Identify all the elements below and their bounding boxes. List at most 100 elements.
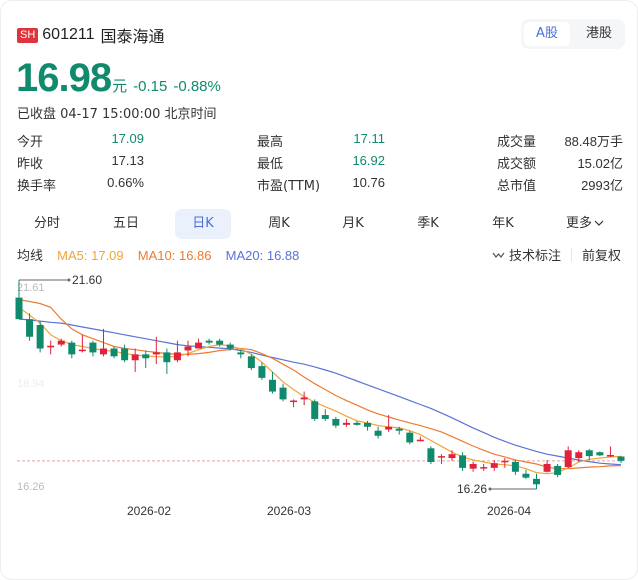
stat-value-volume: 88.48万手 xyxy=(564,134,623,149)
min-marker-label: 16.26 xyxy=(457,482,487,496)
stock-name: 国泰海通 xyxy=(100,27,165,46)
ma10-line xyxy=(18,299,622,470)
candle xyxy=(237,349,245,359)
candle xyxy=(522,469,530,479)
candle xyxy=(395,426,403,435)
candle xyxy=(406,430,414,445)
candle xyxy=(501,458,509,468)
candle xyxy=(78,334,86,353)
candle xyxy=(459,452,467,472)
stats-row: 换手率 0.66% 市盈(TTM) 10.76 总市值 2993亿 xyxy=(17,173,623,195)
tab-weekly-k[interactable]: 周K xyxy=(268,216,290,231)
market-badge: SH xyxy=(17,27,39,43)
candle xyxy=(68,340,76,359)
candle xyxy=(36,321,44,353)
price-unit: 元 xyxy=(112,77,128,95)
x-tick-label: 2026-03 xyxy=(267,504,312,518)
candle xyxy=(142,350,150,369)
stats-row: 今开 17.09 最高 17.11 成交量 88.48万手 xyxy=(17,129,623,151)
stat-value-turnover-rate: 0.66% xyxy=(107,175,144,190)
stat-label-turnover-rate: 换手率 xyxy=(17,179,57,194)
candle xyxy=(26,313,34,341)
candle xyxy=(543,460,551,473)
candle xyxy=(364,420,372,431)
candle xyxy=(89,340,97,357)
candle xyxy=(152,336,160,365)
ma5-line xyxy=(18,306,622,475)
candle xyxy=(585,449,593,461)
stats-row: 昨收 17.13 最低 16.92 成交额 15.02亿 xyxy=(17,151,623,173)
stat-label-open: 今开 xyxy=(17,135,44,150)
adjust-mode-button[interactable]: 前复权 xyxy=(581,249,621,264)
candle xyxy=(195,338,203,349)
tab-quarterly-k[interactable]: 季K xyxy=(417,216,439,231)
x-tick-label: 2026-02 xyxy=(127,504,172,518)
candle xyxy=(564,446,572,468)
tab-five-day[interactable]: 五日 xyxy=(112,216,139,231)
tab-more[interactable]: 更多 xyxy=(555,209,615,239)
ma20-line xyxy=(18,318,622,466)
market-switch: A股 港股 xyxy=(521,19,625,49)
candle xyxy=(448,450,456,461)
chevron-down-icon xyxy=(594,220,604,226)
candle xyxy=(205,338,213,345)
stat-value-market-cap: 2993亿 xyxy=(581,178,623,193)
candle xyxy=(575,450,583,463)
candle xyxy=(511,460,519,475)
tab-intraday[interactable]: 分时 xyxy=(33,216,60,231)
candle xyxy=(342,418,350,427)
y-axis-label: 18.94 xyxy=(17,378,45,390)
candle xyxy=(374,426,382,439)
candle xyxy=(184,340,192,357)
tab-hk-share[interactable]: 港股 xyxy=(585,26,612,41)
technical-annotation-button[interactable]: 技术标注 xyxy=(492,245,561,264)
candle xyxy=(554,463,562,478)
chart-tools: 技术标注 前复权 xyxy=(492,245,621,264)
candle xyxy=(173,340,181,363)
candle xyxy=(480,463,488,472)
tab-monthly-k[interactable]: 月K xyxy=(342,216,364,231)
technical-annotation-label: 技术标注 xyxy=(508,249,561,264)
candle xyxy=(216,338,224,347)
candle xyxy=(469,462,477,472)
candle xyxy=(533,473,541,490)
stat-value-prev-close: 17.13 xyxy=(111,153,144,168)
stat-label-volume: 成交量 xyxy=(497,135,537,150)
stat-label-turnover-amount: 成交额 xyxy=(497,157,537,172)
stat-value-turnover-amount: 15.02亿 xyxy=(577,156,623,171)
candle xyxy=(99,328,107,357)
candle xyxy=(300,391,308,406)
y-axis-label: 16.26 xyxy=(17,481,45,493)
candle xyxy=(606,446,614,457)
candle xyxy=(131,348,139,372)
candle xyxy=(247,354,255,371)
price-change: -0.15 xyxy=(133,78,168,95)
stat-label-pe: 市盈(TTM) xyxy=(257,179,321,194)
candle xyxy=(437,454,445,464)
candlestick-chart[interactable]: 21.61 18.94 16.26 21.60 16.26 xyxy=(1,266,637,501)
candle xyxy=(321,409,329,421)
stat-label-market-cap: 总市值 xyxy=(497,179,537,194)
candle xyxy=(332,416,340,428)
current-price: 16.98 xyxy=(16,56,112,100)
candle xyxy=(121,344,129,363)
price-change-pct: -0.88% xyxy=(173,78,221,95)
candle xyxy=(416,436,424,442)
tab-daily-k[interactable]: 日K xyxy=(175,209,231,239)
stat-value-low: 16.92 xyxy=(352,153,385,168)
tab-yearly-k[interactable]: 年K xyxy=(492,216,514,231)
stats-grid: 今开 17.09 最高 17.11 成交量 88.48万手 昨收 17.13 最… xyxy=(17,129,623,195)
candle xyxy=(290,399,298,408)
candle xyxy=(268,371,276,394)
candle xyxy=(617,455,625,464)
ma5-value: MA5: 17.09 xyxy=(57,248,124,263)
candle xyxy=(163,348,171,374)
candle xyxy=(427,446,435,464)
candle xyxy=(57,338,65,347)
ma20-value: MA20: 16.88 xyxy=(225,248,300,263)
candle xyxy=(311,399,319,421)
stock-header: SH 601211 国泰海通 xyxy=(17,23,165,47)
period-tabs: 分时 五日 日K 周K 月K 季K 年K 更多 xyxy=(17,209,627,239)
tab-a-share[interactable]: A股 xyxy=(524,22,570,46)
